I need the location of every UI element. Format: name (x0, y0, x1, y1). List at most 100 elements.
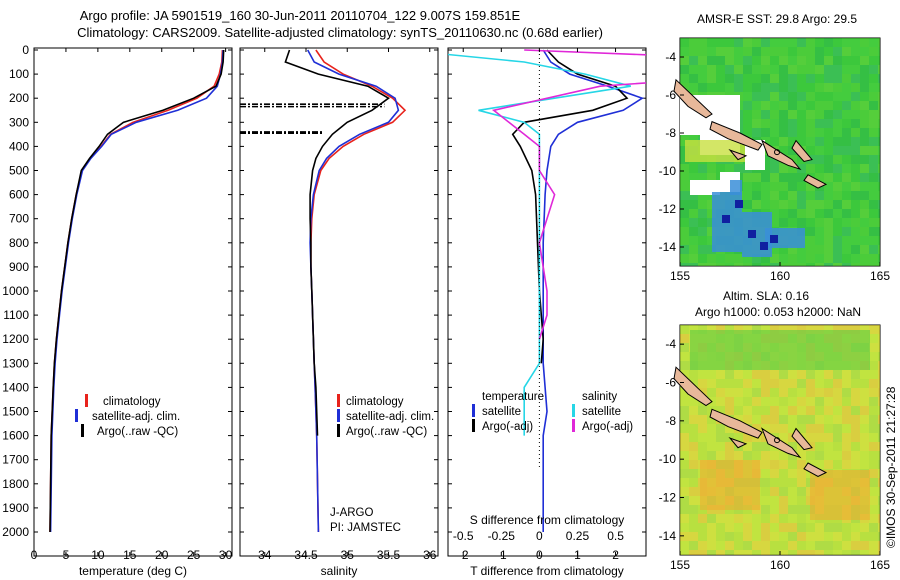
map-cell (860, 56, 869, 65)
map-cell (680, 263, 689, 266)
map-cell (779, 325, 788, 334)
x-tick-label: 5 (63, 548, 70, 562)
map-cell (761, 487, 770, 496)
map-cell (680, 65, 689, 74)
map-cell (680, 442, 689, 451)
map-cell (770, 209, 779, 218)
map-cell (734, 406, 743, 415)
map-cell (680, 460, 689, 469)
map-cell (770, 110, 779, 119)
map-y-tick-label: -14 (659, 529, 677, 543)
map-cell (689, 433, 698, 442)
map-cell (779, 47, 788, 56)
depth-tick-label: 1300 (2, 356, 29, 370)
map-cell (833, 523, 842, 532)
argo-position-marker (774, 437, 781, 444)
legend-label: satellite (582, 406, 621, 418)
map-cell (788, 487, 797, 496)
map-cell (770, 325, 779, 334)
map-cell (680, 397, 689, 406)
map-cell (779, 74, 788, 83)
map-cell (860, 550, 869, 555)
map-cell (743, 514, 752, 523)
map-cell (797, 56, 806, 65)
map-cell (824, 101, 833, 110)
map-cell (833, 550, 842, 555)
map-cell (860, 263, 869, 266)
map-cell (833, 227, 842, 236)
map-cell (680, 451, 689, 460)
map-cell (761, 541, 770, 550)
map-cell (878, 442, 880, 451)
map-cell (761, 74, 770, 83)
map-cell (860, 460, 869, 469)
map-cell (860, 164, 869, 173)
depth-tick-label: 900 (9, 260, 29, 274)
map-cell (734, 433, 743, 442)
map-cell (689, 47, 698, 56)
map-cell (788, 460, 797, 469)
depth-tick-label: 0 (22, 43, 29, 57)
map-cell (833, 137, 842, 146)
depth-tick-label: 200 (9, 91, 29, 105)
map-cell (788, 397, 797, 406)
map-cell (833, 47, 842, 56)
map-cell (689, 451, 698, 460)
map-cell (797, 325, 806, 334)
map-cell (761, 388, 770, 397)
map-cell (779, 505, 788, 514)
map-cell (707, 325, 716, 334)
map-cell (806, 379, 815, 388)
x-tick-label: 0 (536, 548, 543, 562)
map-cell (815, 245, 824, 254)
map-cell (869, 370, 878, 379)
map-cell (680, 325, 689, 334)
map-cell (716, 164, 725, 173)
map-cell (689, 478, 698, 487)
map-cell (851, 83, 860, 92)
map-cell (680, 191, 689, 200)
map-cell (815, 119, 824, 128)
map-cell (797, 496, 806, 505)
map-cell (788, 83, 797, 92)
island (791, 427, 813, 451)
map-cell (752, 191, 761, 200)
map-cell (788, 128, 797, 137)
legend-swatch-climatology (85, 394, 88, 407)
map-cell (824, 164, 833, 173)
map-cell (761, 101, 770, 110)
map-cell (752, 92, 761, 101)
map-cell (680, 236, 689, 245)
map-x-tick-label: 155 (670, 269, 690, 283)
map-cell (698, 173, 707, 182)
map-cell (878, 352, 880, 361)
map-cell (860, 110, 869, 119)
x-tick-label: 36 (423, 548, 437, 562)
map-cell (716, 406, 725, 415)
map-cell (725, 379, 734, 388)
map-cell (689, 487, 698, 496)
s-tick-label: 0.25 (566, 529, 590, 543)
map-cell (788, 451, 797, 460)
map-cell (878, 478, 880, 487)
map-cell (815, 128, 824, 137)
map-cell (752, 74, 761, 83)
map-cell (734, 451, 743, 460)
map-cell (815, 370, 824, 379)
map-cell (788, 101, 797, 110)
sst-map-ticks: 155 160 165 -4 -6 -8 -10 -12 -14 (659, 50, 891, 283)
x-tick-label: -2 (458, 548, 469, 562)
depth-tick-label: 1700 (2, 453, 29, 467)
map-cell (689, 523, 698, 532)
map-cell (761, 128, 770, 137)
map-cell (743, 523, 752, 532)
map-cell (824, 65, 833, 74)
map-cell (842, 182, 851, 191)
map-cell (851, 245, 860, 254)
depth-tick-label: 400 (9, 139, 29, 153)
high-sla-patch (700, 460, 760, 510)
t-difference-label: T difference from climatology (470, 564, 624, 578)
x-tick-label: 20 (155, 548, 169, 562)
map-cell (869, 119, 878, 128)
map-cell (806, 550, 815, 555)
